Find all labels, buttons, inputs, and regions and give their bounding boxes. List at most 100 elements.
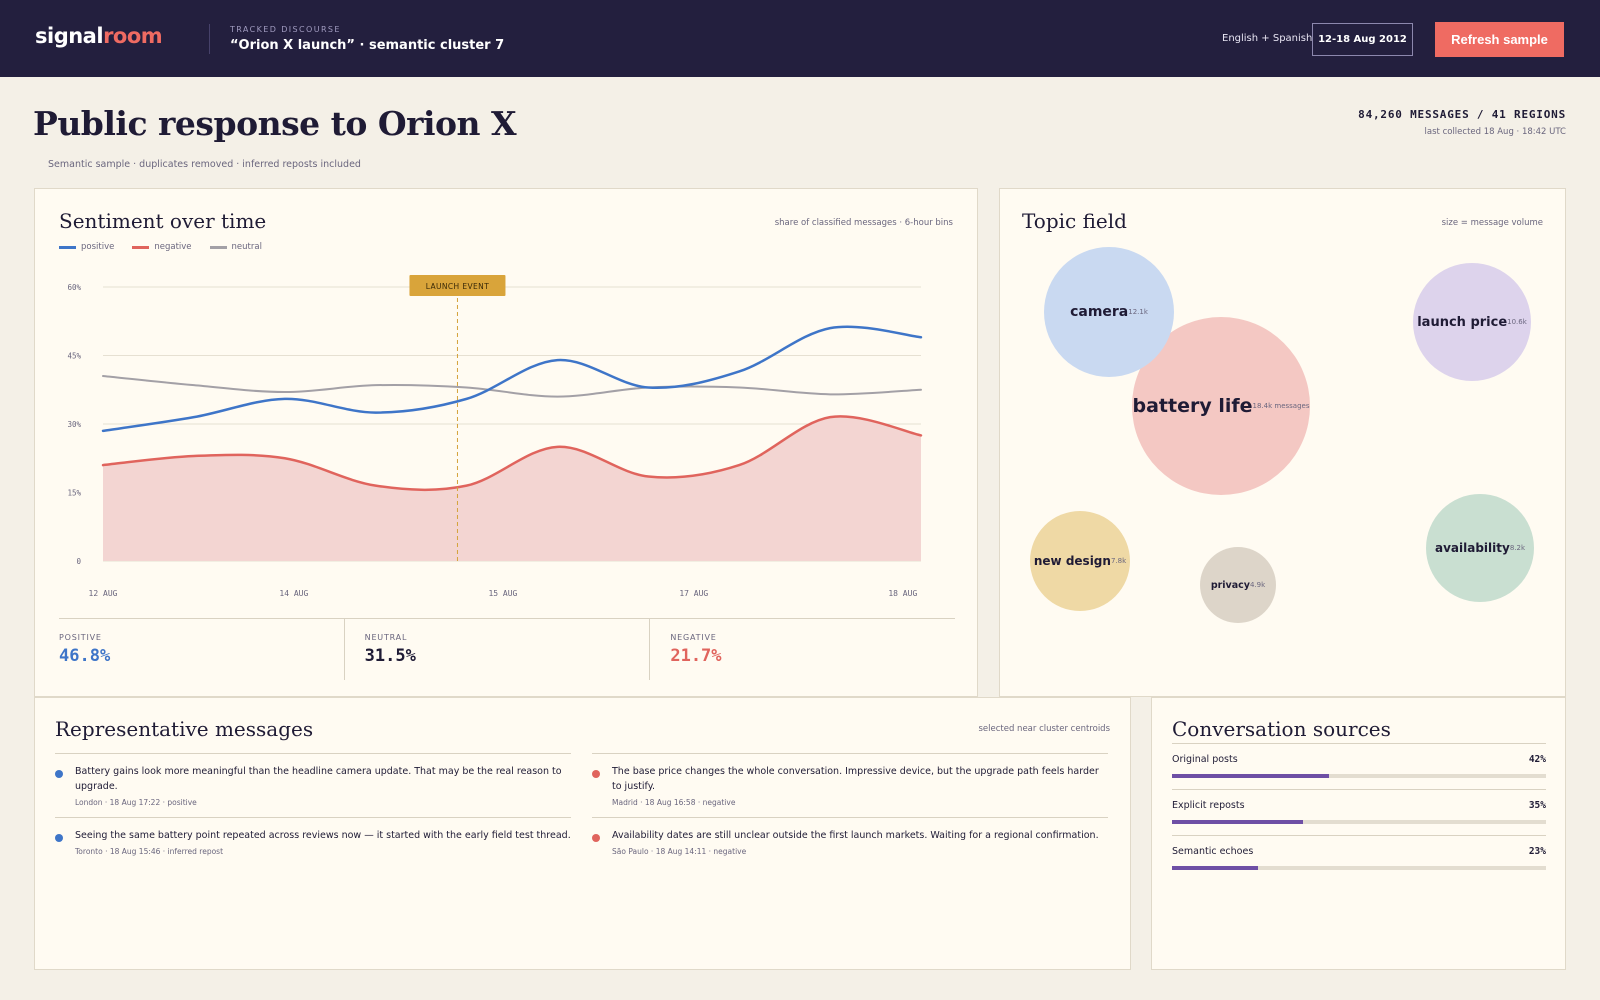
y-tick-label: 30%	[67, 420, 81, 429]
y-tick-label: 0	[76, 557, 81, 566]
topic-bubble-availability[interactable]: availability 8.2k	[1426, 494, 1534, 602]
legend-neutral[interactable]: neutral	[209, 242, 262, 252]
topic-count-availability: 8.2k	[1509, 544, 1526, 552]
series-line-negative	[101, 415, 923, 492]
logo[interactable]: signalroom	[35, 24, 163, 48]
representative-messages-panel: Representative messages selected near cl…	[34, 697, 1131, 970]
x-tick-label: 18 AUG	[888, 589, 917, 598]
series-line-neutral	[102, 375, 922, 398]
message-meta: Toronto · 18 Aug 15:46 · inferred repost	[75, 847, 224, 856]
sentiment-note: share of classified messages · 6-hour bi…	[774, 218, 953, 228]
stat-neutral-value: 31.5%	[364, 646, 416, 666]
legend-label-positive: positive	[81, 242, 115, 252]
source-bar-fill	[1172, 866, 1259, 870]
source-bar-fill	[1172, 774, 1330, 778]
sentiment-dot-icon	[592, 834, 600, 842]
legend-swatch-negative	[132, 245, 150, 249]
topic-field-panel: Topic field size = message volume camera…	[999, 188, 1566, 697]
stat-positive-label: POSITIVE	[59, 633, 102, 642]
message-text: Battery gains look more meaningful than …	[75, 766, 562, 792]
x-tick-label: 14 AUG	[279, 589, 308, 598]
logo-text-signal: signal	[35, 24, 104, 48]
legend-swatch-neutral	[209, 245, 227, 249]
message-region-count: 84,260 MESSAGES / 41 REGIONS	[1358, 108, 1566, 121]
stat-negative-label: NEGATIVE	[670, 633, 717, 642]
message-text: Seeing the same battery point repeated a…	[75, 830, 571, 841]
source-row-explicit-reposts[interactable]: Explicit reposts 35%	[1172, 789, 1546, 835]
source-bar-track	[1172, 866, 1546, 870]
language-selector[interactable]: English + Spanish	[1222, 33, 1313, 44]
y-tick-label: 15%	[67, 489, 81, 498]
message-meta: São Paulo · 18 Aug 14:11 · negative	[612, 847, 747, 856]
page-title: Public response to Orion X	[33, 104, 517, 143]
messages-column-left: Battery gains look more meaningful than …	[55, 753, 571, 866]
topic-bubble-privacy[interactable]: privacy 4.9k	[1200, 547, 1276, 623]
stat-positive-value: 46.8%	[59, 646, 111, 666]
stat-negative-value: 21.7%	[670, 646, 722, 666]
source-percent: 23%	[1528, 846, 1546, 857]
page-subtitle: Semantic sample · duplicates removed · i…	[48, 159, 361, 170]
source-name: Original posts	[1172, 754, 1238, 765]
refresh-sample-button[interactable]: Refresh sample	[1435, 22, 1564, 57]
source-row-semantic-echoes[interactable]: Semantic echoes 23%	[1172, 835, 1546, 881]
conversation-sources-panel: Conversation sources Original posts 42% …	[1151, 697, 1566, 970]
sentiment-title: Sentiment over time	[59, 209, 267, 233]
x-tick-label: 15 AUG	[488, 589, 517, 598]
legend-positive[interactable]: positive	[59, 242, 114, 252]
topic-count-privacy: 4.9k	[1249, 581, 1266, 589]
date-range-button[interactable]: 12-18 Aug 2012	[1312, 23, 1413, 56]
topic-count-launch-price: 10.6k	[1507, 318, 1527, 326]
messages-title: Representative messages	[55, 717, 314, 741]
x-tick-label: 17 AUG	[679, 589, 708, 598]
legend-label-neutral: neutral	[231, 242, 262, 252]
source-name: Explicit reposts	[1172, 800, 1245, 811]
sentiment-dot-icon	[592, 770, 600, 778]
message-text: Availability dates are still unclear out…	[612, 830, 1099, 841]
message-item[interactable]: Seeing the same battery point repeated a…	[55, 818, 571, 866]
source-bar-track	[1172, 774, 1546, 778]
topic-label-launch-price: launch price	[1417, 314, 1508, 330]
topic-label-new-design: new design	[1033, 554, 1111, 568]
message-text: The base price changes the whole convers…	[612, 766, 1099, 792]
tracked-discourse-title: “Orion X launch” · semantic cluster 7	[230, 38, 505, 53]
legend-negative[interactable]: negative	[132, 242, 192, 252]
stat-neutral: NEUTRAL 31.5%	[343, 619, 650, 680]
message-meta: Madrid · 18 Aug 16:58 · negative	[612, 798, 736, 807]
x-tick-label: 12 AUG	[89, 589, 118, 598]
launch-event-badge	[409, 275, 506, 296]
topic-label-availability: availability	[1434, 541, 1510, 555]
topic-field-note: size = message volume	[1441, 218, 1543, 228]
sentiment-dot-icon	[55, 770, 63, 778]
legend-swatch-positive	[59, 245, 76, 249]
launch-event-label: LAUNCH EVENT	[426, 282, 489, 291]
last-collected-timestamp: last collected 18 Aug · 18:42 UTC	[1424, 127, 1566, 137]
topic-bubble-battery-life[interactable]: battery life 18.4k messages	[1132, 317, 1310, 495]
message-item[interactable]: Battery gains look more meaningful than …	[55, 754, 571, 818]
sentiment-chart[interactable]: 0 15% 30% 45% 60% 12 AUG 14 AUG 15 AUG 17 AUG 18 …	[35, 189, 979, 619]
topic-bubble-new-design[interactable]: new design 7.8k	[1030, 511, 1130, 611]
messages-column-right: The base price changes the whole convers…	[592, 753, 1108, 866]
source-percent: 42%	[1528, 754, 1546, 765]
sentiment-stats: POSITIVE 46.8% NEUTRAL 31.5% NEGATIVE 21…	[59, 618, 955, 680]
source-percent: 35%	[1528, 800, 1546, 811]
topic-label-camera: camera	[1070, 304, 1129, 320]
message-meta: London · 18 Aug 17:22 · positive	[75, 798, 197, 807]
series-area-negative	[103, 416, 921, 561]
y-tick-label: 60%	[67, 283, 81, 292]
topic-bubble-camera[interactable]: camera 12.1k	[1044, 247, 1174, 377]
source-row-original-posts[interactable]: Original posts 42%	[1172, 743, 1546, 789]
message-item[interactable]: The base price changes the whole convers…	[592, 754, 1108, 818]
legend-label-negative: negative	[154, 242, 192, 252]
sentiment-dot-icon	[55, 834, 63, 842]
source-name: Semantic echoes	[1172, 846, 1254, 857]
sources-list: Original posts 42% Explicit reposts 35% …	[1172, 743, 1546, 881]
topic-count-battery-life: 18.4k messages	[1252, 402, 1310, 410]
message-item[interactable]: Availability dates are still unclear out…	[592, 818, 1108, 866]
stat-positive: POSITIVE 46.8%	[59, 619, 344, 680]
topic-count-new-design: 7.8k	[1110, 557, 1127, 565]
sentiment-panel: Sentiment over time share of classified …	[34, 188, 978, 697]
topic-count-camera: 12.1k	[1128, 308, 1148, 316]
topic-bubble-launch-price[interactable]: launch price 10.6k	[1413, 263, 1531, 381]
stat-neutral-label: NEUTRAL	[364, 633, 408, 642]
messages-note: selected near cluster centroids	[978, 724, 1110, 734]
